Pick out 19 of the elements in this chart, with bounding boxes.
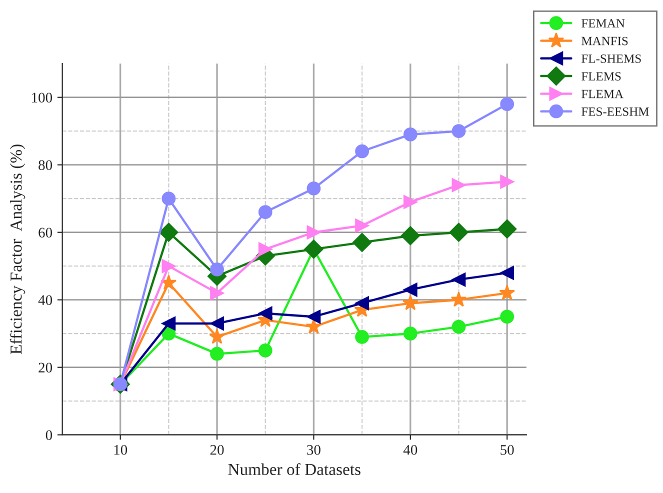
legend-label: FEMAN: [582, 19, 625, 28]
x-tick-label: 40: [403, 444, 418, 455]
y-tick-label: 40: [38, 295, 52, 306]
x-tick-label: 10: [114, 444, 128, 455]
x-tick-label: 30: [307, 444, 320, 455]
legend-label: FLEMS: [582, 72, 621, 81]
y-axis-title: Efficiency Factor Analysis (%): [10, 144, 26, 354]
x-tick-label: 20: [210, 444, 224, 455]
y-tick-label: 0: [46, 430, 52, 440]
y-tick-label: 60: [38, 228, 52, 238]
x-tick-label: 50: [500, 444, 514, 455]
y-tick-label: 80: [38, 160, 52, 170]
legend-label: FL-SHEMS: [582, 54, 641, 63]
y-tick-label: 100: [32, 92, 52, 103]
legend-label: FLEMA: [582, 90, 624, 98]
legend-label: MANFIS: [582, 36, 628, 46]
legend-label: FES-EESHM: [582, 107, 649, 116]
y-tick-label: 20: [38, 362, 52, 373]
x-axis-title: Number of Datasets: [228, 463, 360, 476]
